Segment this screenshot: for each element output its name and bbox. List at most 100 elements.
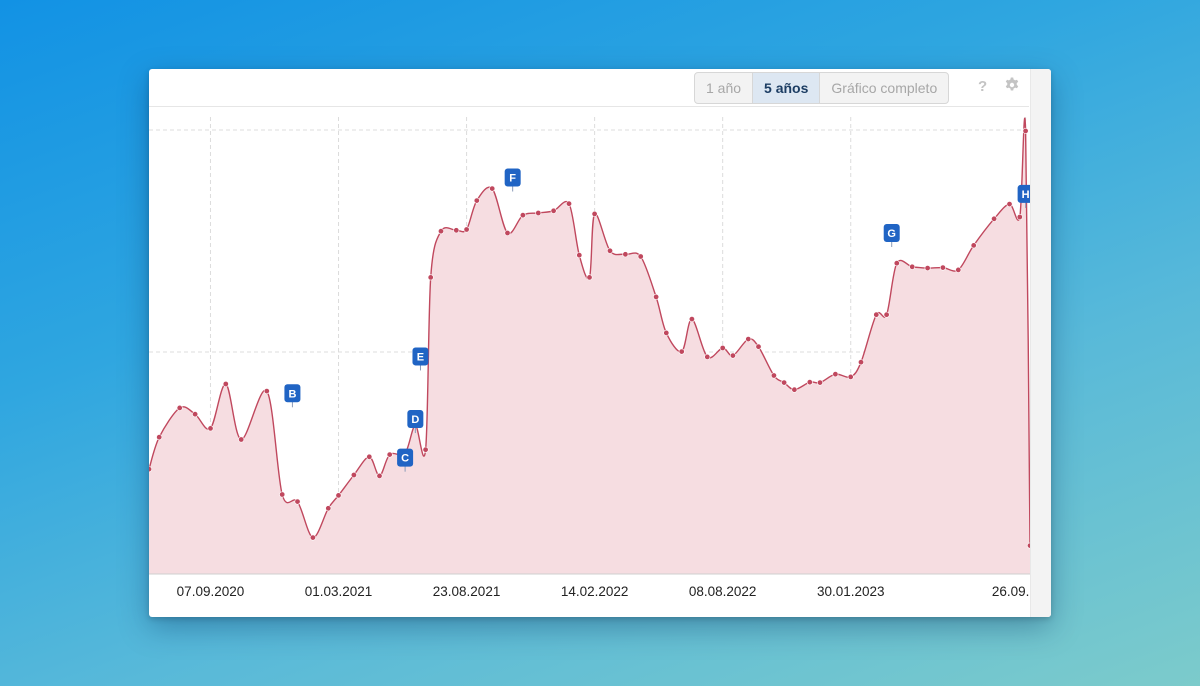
data-point <box>857 359 864 366</box>
data-point <box>970 242 977 249</box>
data-point <box>176 404 183 411</box>
data-point <box>816 379 823 386</box>
event-flag-label: B <box>288 388 296 400</box>
data-point <box>376 472 383 479</box>
data-point <box>263 388 270 395</box>
range-1-year-button[interactable]: 1 año <box>695 73 754 103</box>
data-point <box>791 386 798 393</box>
event-flag-box <box>883 224 900 243</box>
event-flag-b: B <box>284 384 301 408</box>
event-flag-box <box>504 168 521 187</box>
x-tick-label: 14.02.2022 <box>561 584 629 599</box>
data-point <box>550 207 557 214</box>
area-fill <box>149 118 1030 574</box>
data-point <box>678 348 685 355</box>
data-point <box>591 210 598 217</box>
data-point <box>873 311 880 318</box>
data-point <box>238 436 245 443</box>
data-point <box>437 228 444 235</box>
data-point <box>489 185 496 192</box>
data-point <box>565 200 572 207</box>
data-point <box>422 446 429 453</box>
data-point <box>576 252 583 259</box>
data-point <box>663 329 670 336</box>
event-flag-label: G <box>887 228 896 240</box>
event-flag-box <box>407 410 424 429</box>
data-point <box>386 451 393 458</box>
data-point <box>688 316 695 323</box>
event-flag-h: H <box>1017 184 1030 208</box>
event-flag-f: F <box>504 168 521 192</box>
x-tick-label: 08.08.2022 <box>689 584 757 599</box>
event-flag-d: D <box>407 410 424 434</box>
data-point <box>156 434 163 441</box>
data-point <box>192 411 199 418</box>
data-point <box>719 345 726 352</box>
data-point <box>745 336 752 343</box>
data-point <box>729 352 736 359</box>
data-point <box>1006 201 1013 208</box>
question-icon[interactable]: ? <box>978 78 988 95</box>
data-point <box>637 253 644 260</box>
event-flag-c: C <box>397 448 414 472</box>
x-tick-label: 07.09.2020 <box>177 584 245 599</box>
data-point <box>806 379 813 386</box>
range-5-years-button[interactable]: 5 años <box>753 73 821 103</box>
data-point <box>606 247 613 254</box>
vertical-scrollbar[interactable] <box>1030 69 1051 617</box>
event-flag-box <box>1017 184 1030 203</box>
data-point <box>453 227 460 234</box>
range-selector: 1 año 5 años Gráfico completo <box>694 72 950 104</box>
data-point <box>1022 127 1029 134</box>
data-point <box>427 274 434 281</box>
data-point <box>325 505 332 512</box>
data-point <box>504 230 511 237</box>
data-point <box>909 263 916 270</box>
gear-icon[interactable] <box>1004 77 1020 93</box>
event-flag-label: C <box>401 453 409 465</box>
x-tick-label: 01.03.2021 <box>305 584 373 599</box>
data-point <box>704 353 711 360</box>
data-point <box>366 453 373 460</box>
data-point <box>832 371 839 378</box>
data-point <box>847 373 854 380</box>
data-point <box>294 498 301 505</box>
data-point <box>622 251 629 258</box>
data-point <box>350 471 357 478</box>
data-point <box>883 311 890 318</box>
data-point <box>781 379 788 386</box>
chart-card: 1 año 5 años Gráfico completo ? 07.09.20… <box>149 69 1051 617</box>
event-flag-g: G <box>883 224 900 248</box>
toolbar-divider <box>149 106 1029 107</box>
data-point <box>222 380 229 387</box>
range-full-chart-button[interactable]: Gráfico completo <box>831 80 938 96</box>
x-tick-label: 23.08.2021 <box>433 584 501 599</box>
event-flag-label: H <box>1022 189 1030 201</box>
data-point <box>939 264 946 271</box>
data-point <box>335 492 342 499</box>
data-point <box>207 425 214 432</box>
event-flag-box <box>397 448 414 467</box>
line-chart: 07.09.2020 01.03.2021 23.08.2021 14.02.2022… <box>149 117 1030 599</box>
event-flag-box <box>412 347 429 366</box>
event-flag-e: E <box>412 347 429 371</box>
data-point <box>519 212 526 219</box>
data-point <box>955 266 962 273</box>
data-point <box>309 534 316 541</box>
data-point <box>473 197 480 204</box>
data-point <box>535 210 542 217</box>
data-point <box>586 274 593 281</box>
event-flag-box <box>284 384 301 403</box>
data-point <box>755 343 762 350</box>
data-point <box>653 293 660 300</box>
chart-toolbar: 1 año 5 años Gráfico completo ? <box>149 69 1051 107</box>
data-point <box>770 372 777 379</box>
data-point <box>463 226 470 233</box>
event-flag-label: F <box>509 173 516 185</box>
data-point <box>149 466 152 473</box>
event-flag-label: D <box>411 414 419 426</box>
x-tick-label: 26.09.2023 <box>992 584 1030 599</box>
event-flag-label: E <box>417 351 424 363</box>
data-point <box>924 265 931 272</box>
data-point <box>279 491 286 498</box>
